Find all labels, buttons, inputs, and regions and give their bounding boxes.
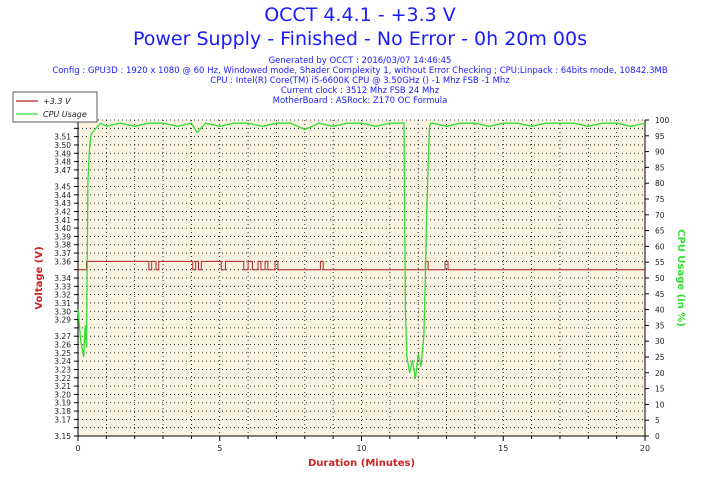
y-left-tick-label: 3.33 (54, 282, 71, 291)
y-left-tick-label: 3.47 (54, 166, 71, 175)
chart-subtitle: Power Supply - Finished - No Error - 0h … (132, 28, 588, 50)
y-left-tick-label: 3.29 (54, 316, 71, 325)
y-right-tick-label: 75 (655, 195, 665, 204)
info-generated: Generated by OCCT : 2016/03/07 14:46:45 (268, 56, 452, 66)
y-right-tick-label: 10 (655, 400, 665, 409)
y-left-tick-label: 3.17 (54, 415, 71, 424)
y-right-tick-label: 20 (655, 369, 665, 378)
y-left-tick-label: 3.36 (54, 257, 71, 266)
y-left-tick-label: 3.27 (54, 332, 71, 341)
y-left-tick-label: 3.20 (54, 390, 71, 399)
y-right-tick-label: 45 (655, 290, 665, 299)
y-left-tick-label: 3.31 (54, 299, 71, 308)
y-right-tick-label: 0 (655, 432, 660, 441)
chart-title: OCCT 4.4.1 - +3.3 V (264, 4, 456, 26)
legend-box (12, 91, 98, 123)
y-right-tick-label: 60 (655, 242, 665, 251)
y-right-tick-label: 100 (655, 116, 670, 125)
y-right-tick-label: 50 (655, 274, 665, 283)
y-right-tick-label: 40 (655, 306, 665, 315)
legend-label-voltage: +3.3 V (43, 97, 71, 106)
y-left-tick-label: 3.15 (54, 432, 71, 441)
y-left-tick-label: 3.25 (54, 349, 71, 358)
y-left-tick-label: 3.21 (54, 382, 71, 391)
x-tick-label: 15 (498, 444, 508, 453)
y-right-axis-title: CPU Usage (in %) (675, 229, 686, 327)
y-right-tick-label: 25 (655, 353, 665, 362)
y-left-tick-label: 3.41 (54, 216, 71, 225)
legend-label-cpu: CPU Usage (43, 110, 87, 119)
y-left-tick-label: 3.49 (54, 149, 71, 158)
y-right-tick-label: 90 (655, 148, 665, 157)
y-left-tick-label: 3.30 (54, 307, 71, 316)
y-left-tick-label: 3.26 (54, 341, 71, 350)
x-axis-title: Duration (Minutes) (308, 458, 415, 469)
x-tick-label: 0 (75, 444, 80, 453)
y-left-tick-label: 3.23 (54, 365, 71, 374)
x-tick-label: 5 (217, 444, 222, 453)
info-cpu: CPU : Intel(R) Core(TM) i5-6600K CPU @ 3… (210, 76, 510, 86)
cpu-usage-series-line (77, 122, 646, 380)
x-tick-label: 20 (640, 444, 650, 453)
info-motherboard: MotherBoard : ASRock: Z170 OC Formula (272, 96, 448, 106)
y-left-tick-label: 3.39 (54, 232, 71, 241)
y-right-tick-label: 35 (655, 321, 665, 330)
info-clock: Current clock : 3512 Mhz FSB 24 Mhz (280, 86, 440, 96)
y-left-tick-label: 3.51 (54, 133, 71, 142)
y-left-axis-title: Voltage (V) (34, 246, 45, 309)
y-left-tick-label: 3.38 (54, 241, 71, 250)
y-left-tick-label: 3.37 (54, 249, 71, 258)
y-right-tick-label: 65 (655, 227, 665, 236)
y-right-tick-label: 15 (655, 385, 665, 394)
x-tick-label: 10 (356, 444, 366, 453)
y-left-tick-label: 3.19 (54, 399, 71, 408)
y-right-tick-label: 5 (655, 416, 660, 425)
y-left-tick-label: 3.50 (54, 141, 71, 150)
y-left-tick-label: 3.40 (54, 224, 71, 233)
y-left-tick-label: 3.43 (54, 199, 71, 208)
y-left-tick-label: 3.42 (54, 207, 71, 216)
y-right-tick-label: 70 (655, 211, 665, 220)
y-right-tick-label: 30 (655, 337, 665, 346)
y-left-tick-label: 3.44 (54, 191, 71, 200)
y-right-tick-label: 80 (655, 179, 665, 188)
y-left-tick-label: 3.48 (54, 158, 71, 167)
y-right-tick-label: 95 (655, 132, 665, 141)
y-left-tick-label: 3.34 (54, 274, 71, 283)
y-left-tick-label: 3.45 (54, 183, 71, 192)
y-left-tick-label: 3.24 (54, 357, 71, 366)
y-left-tick-label: 3.32 (54, 291, 71, 300)
y-right-tick-label: 55 (655, 258, 665, 267)
y-left-tick-label: 3.22 (54, 374, 71, 383)
info-config: Config : GPU3D : 1920 x 1080 @ 60 Hz, Wi… (52, 66, 668, 76)
y-right-tick-label: 85 (655, 163, 665, 172)
y-left-tick-label: 3.18 (54, 407, 71, 416)
voltage-series-line (78, 260, 645, 271)
